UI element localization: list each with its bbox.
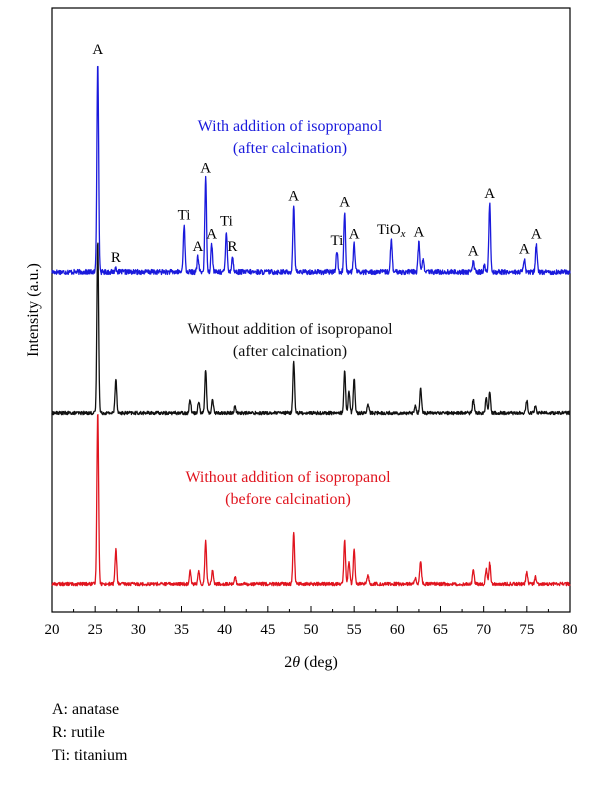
x-tick-label: 80 xyxy=(563,622,578,638)
x-tick-label: 60 xyxy=(390,622,405,638)
legend-item-titanium: Ti: titanium xyxy=(52,747,128,764)
peak-label-1-15: A xyxy=(468,243,479,259)
series-layer: With addition of isopropanol (after calci… xyxy=(51,65,571,587)
peak-label-1-7: Ti xyxy=(220,214,233,230)
series-label-2-line-1: Without addition of isopropanol xyxy=(187,321,393,338)
x-axis-label-symbol: θ xyxy=(292,654,300,671)
peak-label-1-2: R xyxy=(111,250,121,266)
peak-label-1-6: A xyxy=(206,226,217,242)
x-tick-label: 40 xyxy=(217,622,232,638)
x-tick-label: 35 xyxy=(174,622,189,638)
peak-label-subscript: x xyxy=(400,228,406,240)
peak-label-1-12: A xyxy=(349,226,360,242)
peak-label-1-13: TiOx xyxy=(377,222,406,240)
x-tick-label: 45 xyxy=(260,622,275,638)
series-line-3 xyxy=(51,413,571,587)
x-tick-label: 25 xyxy=(88,622,103,638)
series-label-1-line-1: With addition of isopropanol xyxy=(198,118,383,135)
x-tick-label: 30 xyxy=(131,622,146,638)
series-label-2-line-2: (after calcination) xyxy=(233,343,347,360)
xrd-chart: With addition of isopropanol (after calci… xyxy=(25,7,578,671)
peak-label-1-9: A xyxy=(288,188,299,204)
x-axis-label-suffix: (deg) xyxy=(300,654,338,671)
x-tick-label: 55 xyxy=(347,622,362,638)
series-line-1 xyxy=(51,65,571,276)
peak-label-1-5: A xyxy=(200,161,211,177)
x-tick-label: 65 xyxy=(433,622,448,638)
series-line-2 xyxy=(51,242,571,416)
peak-label-1-1: A xyxy=(92,42,103,58)
peak-label-1-10: Ti xyxy=(330,233,343,249)
series-label-3-line-1: Without addition of isopropanol xyxy=(185,469,391,486)
peak-label-1-14: A xyxy=(413,224,424,240)
peak-label-1-3: Ti xyxy=(178,207,191,223)
x-tick-label: 50 xyxy=(304,622,319,638)
plot-frame xyxy=(51,7,571,613)
x-axis-label-prefix: 2 xyxy=(284,654,292,671)
x-tick-label: 75 xyxy=(519,622,534,638)
peak-label-1-4: A xyxy=(192,239,203,255)
peak-label-1-17: A xyxy=(519,241,530,257)
series-label-1-line-2: (after calcination) xyxy=(233,140,347,157)
legend-item-anatase: A: anatase xyxy=(52,701,120,718)
series-label-3-line-2: (before calcination) xyxy=(225,491,351,508)
x-axis-label: 2θ (deg) xyxy=(284,654,338,671)
x-axis-ticks: 20 25 30 35 40 45 50 55 60 65 70 75 80 xyxy=(45,606,578,638)
legend-item-rutile: R: rutile xyxy=(52,724,105,741)
peak-label-1-8: R xyxy=(227,239,237,255)
peak-label-1-16: A xyxy=(484,186,495,202)
peak-legend: A: anatase R: rutile Ti: titanium xyxy=(52,698,127,767)
x-tick-label: 70 xyxy=(476,622,491,638)
peak-label-1-11: A xyxy=(339,195,350,211)
y-axis-label: Intensity (a.u.) xyxy=(25,263,42,357)
peak-label-1-18: A xyxy=(531,226,542,242)
x-tick-label: 20 xyxy=(45,622,60,638)
